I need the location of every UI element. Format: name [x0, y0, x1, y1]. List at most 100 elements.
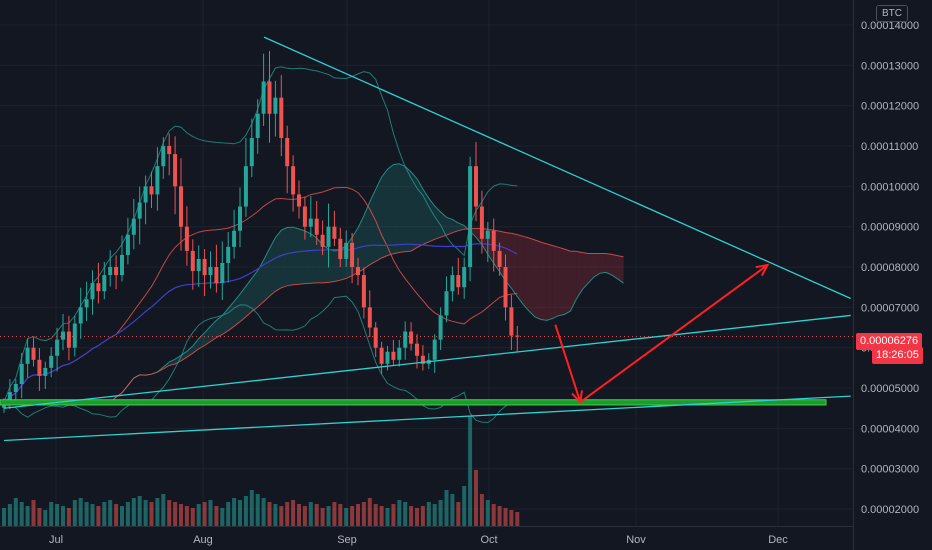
candle-body: [143, 186, 148, 203]
volume-bar: [367, 498, 372, 526]
candle-body: [385, 351, 390, 364]
cloud-segment: [588, 253, 594, 284]
candle-body: [515, 335, 520, 337]
candle-body: [13, 384, 18, 393]
cloud-segment: [293, 227, 299, 285]
candle-body: [415, 343, 419, 356]
volume-bar: [350, 506, 355, 526]
candle-body: [196, 258, 201, 272]
volume-bar: [7, 504, 12, 526]
candle-body: [503, 267, 508, 308]
candle-body: [356, 267, 360, 276]
candle-body: [468, 166, 473, 268]
cloud-segment: [582, 252, 589, 290]
volume-bar: [456, 502, 461, 526]
cloud-segment: [251, 270, 258, 312]
indicator-lines: [0, 66, 853, 424]
cloud-segment: [216, 315, 223, 338]
volume-bar: [249, 490, 254, 526]
candle-body: [420, 355, 425, 364]
cloud-segment: [552, 245, 559, 319]
candle-body: [320, 234, 325, 247]
volume-bar: [155, 498, 160, 526]
volume-bar: [137, 496, 142, 526]
candle-body: [326, 226, 331, 247]
candle-body: [456, 275, 461, 288]
time-axis[interactable]: Jul Aug Sep Oct Nov Dec: [49, 534, 788, 546]
candle-body: [61, 331, 65, 340]
currency-badge[interactable]: BTC: [876, 5, 908, 22]
candle-body: [291, 166, 296, 195]
x-tick-label: Jul: [49, 534, 63, 546]
candle-body: [497, 250, 502, 268]
candle-body: [84, 299, 89, 308]
cloud-segment: [181, 351, 187, 361]
volume-bar: [373, 504, 378, 526]
candle-body: [125, 234, 130, 255]
cloud-segment: [363, 201, 370, 269]
candle-body: [90, 283, 95, 300]
candle-body: [66, 331, 71, 348]
cloud-segment: [546, 243, 553, 321]
candle-body: [308, 218, 313, 227]
volume-bar: [420, 506, 425, 526]
candle-body: [297, 194, 301, 207]
candle-body: [184, 226, 189, 251]
volume-bar: [167, 500, 172, 526]
volume-bar: [202, 502, 207, 526]
volume-bar: [90, 504, 95, 526]
cloud-segment: [299, 229, 305, 285]
x-tick-label: Oct: [480, 534, 497, 546]
volume-bar: [232, 498, 237, 526]
candle-body: [19, 363, 24, 385]
candle-body: [338, 238, 343, 259]
volume-bar: [114, 504, 119, 526]
candle-body: [43, 367, 48, 376]
candle-body: [267, 81, 272, 114]
volume-bar: [261, 498, 266, 526]
cloud-segment: [281, 227, 288, 288]
cloud-segment: [316, 238, 323, 283]
cloud-segment: [570, 251, 577, 312]
volume-bar: [356, 504, 360, 526]
cloud-span-a: [109, 163, 624, 403]
current-price-label: 0.00006276: [856, 333, 923, 350]
candle-body: [367, 307, 372, 328]
candle-body: [114, 267, 119, 276]
cloud-segment: [411, 172, 417, 252]
volume-bar: [243, 496, 248, 526]
cloud-segment: [446, 217, 453, 236]
volume-bar: [361, 502, 366, 526]
y-tick-label: 0.00011000: [861, 141, 918, 153]
candle-body: [332, 226, 337, 239]
volume-bar: [19, 502, 24, 526]
candle-body: [232, 230, 237, 247]
volume-bar: [37, 508, 42, 526]
cloud-segment: [611, 254, 618, 279]
cloud-segment: [564, 249, 571, 315]
cloud-segment: [511, 233, 518, 297]
cloud-segment: [240, 286, 246, 322]
volume-bar: [214, 506, 219, 526]
bollinger-upper: [3, 66, 518, 403]
projection-arrow-head: [755, 263, 770, 277]
x-tick-label: Sep: [337, 534, 357, 546]
cloud-segment: [257, 260, 264, 307]
cloud-segment: [558, 247, 565, 316]
volume-bar: [432, 504, 437, 526]
cloud-segment: [381, 169, 388, 258]
candle-body: [438, 315, 443, 340]
candle-body: [344, 242, 349, 259]
cloud-segment: [310, 233, 317, 284]
cloud-segment: [605, 253, 612, 275]
cloud-segment: [452, 219, 459, 233]
candle-body: [273, 97, 278, 114]
volume-bar: [55, 504, 60, 526]
cloud-segment: [204, 326, 211, 346]
cloud-segment: [387, 164, 394, 256]
volume-bar: [474, 470, 478, 526]
volume-bar: [326, 506, 331, 526]
volume-bar: [84, 502, 89, 526]
y-tick-label: 0.00003000: [861, 464, 919, 476]
